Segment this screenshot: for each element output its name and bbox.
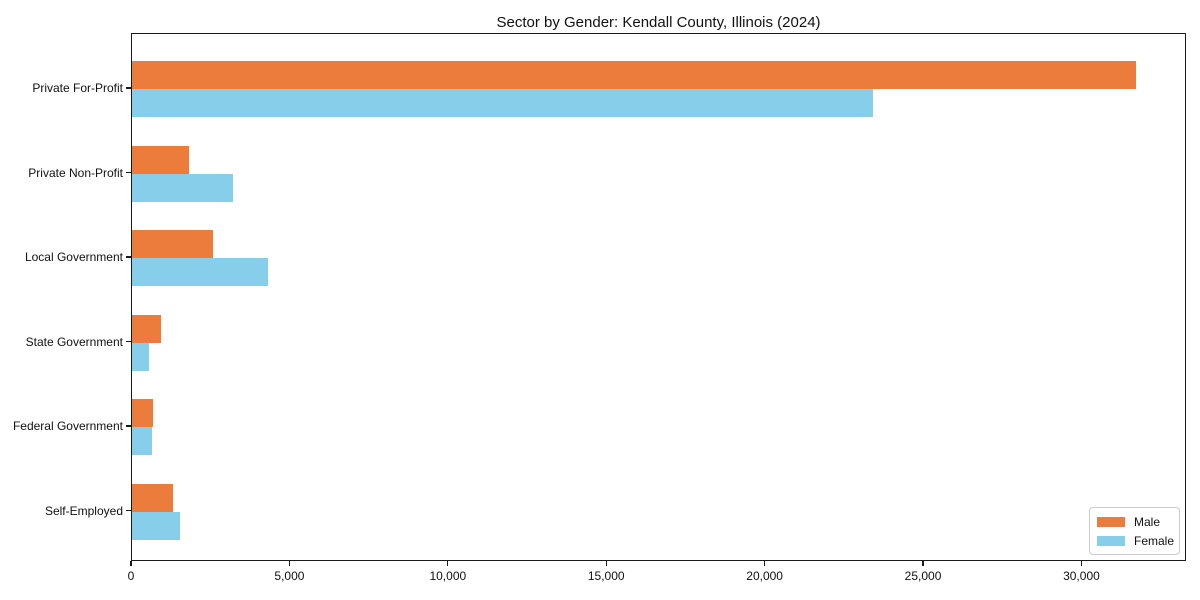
x-tick-mark <box>922 561 924 566</box>
y-tick-mark <box>126 256 131 258</box>
x-tick-mark <box>764 561 766 566</box>
x-tick-label: 25,000 <box>904 569 942 583</box>
y-tick-mark <box>126 425 131 427</box>
y-tick-label: Self-Employed <box>44 503 123 518</box>
bar-female-local-government <box>132 258 269 286</box>
bar-female-federal-government <box>132 427 152 455</box>
x-tick-label: 5,000 <box>274 569 305 583</box>
y-tick-mark <box>126 509 131 512</box>
y-tick-mark <box>126 340 131 343</box>
x-tick-mark <box>447 561 449 566</box>
bar-male-federal-government <box>132 399 154 427</box>
legend-label: Male <box>1134 514 1161 529</box>
plot-area <box>131 33 1186 561</box>
bar-female-self-employed <box>132 511 180 540</box>
legend-label: Female <box>1134 533 1175 548</box>
chart-title: Sector by Gender: Kendall County, Illino… <box>496 14 821 31</box>
x-tick-label: 0 <box>127 569 135 583</box>
y-tick-label: Private Non-Profit <box>28 165 123 180</box>
y-tick-label: Private For-Profit <box>32 81 123 95</box>
bar-male-state-government <box>132 314 161 343</box>
y-tick-mark <box>126 171 131 174</box>
legend-swatch-male <box>1097 516 1125 527</box>
bar-male-local-government <box>132 230 213 258</box>
bar-female-state-government <box>132 342 150 371</box>
bar-male-private-non-profit <box>132 145 190 174</box>
y-tick-label: Federal Government <box>12 419 123 433</box>
x-tick-label: 15,000 <box>587 569 625 583</box>
x-tick-mark <box>288 561 290 566</box>
bar-female-private-non-profit <box>132 173 234 202</box>
x-tick-label: 20,000 <box>746 569 783 583</box>
legend: Male Female <box>1089 507 1180 555</box>
x-tick-label: 10,000 <box>429 569 467 583</box>
bar-male-private-for-profit <box>132 61 1137 89</box>
x-tick-mark <box>1080 561 1083 566</box>
y-tick-label: State Government <box>25 334 123 349</box>
y-tick-mark <box>126 87 131 89</box>
y-tick-label: Local Government <box>24 250 123 264</box>
legend-item-female: Female <box>1097 533 1175 548</box>
x-tick-mark <box>130 561 132 566</box>
x-tick-label: 30,000 <box>1063 569 1100 583</box>
legend-item-male: Male <box>1097 515 1172 529</box>
x-tick-mark <box>605 561 607 566</box>
legend-swatch-female <box>1097 535 1125 546</box>
bar-male-self-employed <box>132 483 174 512</box>
bar-female-private-for-profit <box>132 89 874 117</box>
